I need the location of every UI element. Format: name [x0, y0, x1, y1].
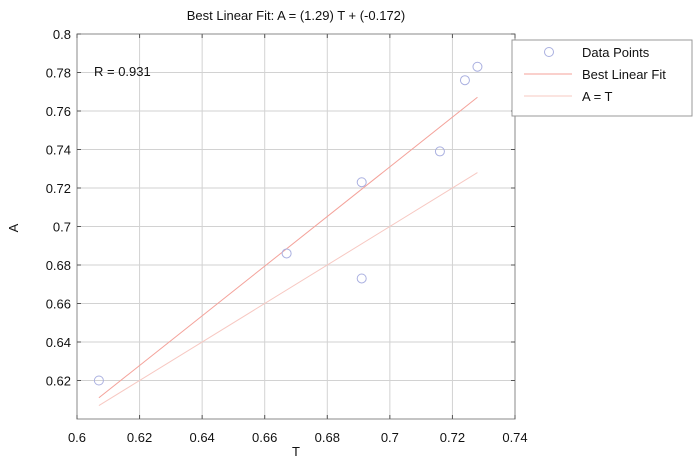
data-point [459, 75, 470, 86]
fit-lines [98, 96, 478, 406]
x-axis-label: T [292, 444, 300, 459]
x-tick-label: 0.6 [68, 430, 86, 445]
y-tick-label: 0.76 [46, 104, 71, 119]
legend: Data Points Best Linear Fit A = T [511, 39, 693, 117]
legend-box [511, 39, 693, 117]
series-line-a-t [98, 172, 478, 406]
legend-marker-data-points [544, 47, 554, 57]
data-point [472, 61, 483, 72]
legend-label-identity: A = T [582, 89, 613, 104]
data-point [93, 375, 104, 386]
y-tick-label: 0.64 [46, 335, 71, 350]
y-tick-label: 0.68 [46, 258, 71, 273]
x-tick-label: 0.72 [440, 430, 465, 445]
x-tick-label: 0.62 [127, 430, 152, 445]
x-tick-label: 0.66 [252, 430, 277, 445]
data-point [356, 177, 367, 188]
y-tick-label: 0.66 [46, 297, 71, 312]
x-tick-label: 0.7 [381, 430, 399, 445]
data-points [93, 61, 483, 386]
y-tick-label: 0.8 [53, 27, 71, 42]
x-tick-label: 0.68 [315, 430, 340, 445]
legend-label-best-fit: Best Linear Fit [582, 67, 666, 82]
data-point [434, 146, 445, 157]
y-tick-label: 0.72 [46, 181, 71, 196]
series-line-best-linear-fit [98, 96, 478, 399]
y-tick-label: 0.78 [46, 66, 71, 81]
data-point [281, 248, 292, 259]
x-tick-label: 0.64 [189, 430, 214, 445]
x-axis-ticks: 0.6 0.62 0.64 0.66 0.68 0.7 0.72 0.74 [68, 34, 528, 445]
chart-title: Best Linear Fit: A = (1.29) T + (-0.172) [187, 8, 405, 23]
y-tick-label: 0.74 [46, 143, 71, 158]
y-axis-label: A [6, 223, 21, 232]
legend-label-data-points: Data Points [582, 45, 650, 60]
y-axis-ticks: 0.62 0.64 0.66 0.68 0.7 0.72 0.74 0.76 0.78 0.8 [46, 27, 515, 389]
data-point [356, 273, 367, 284]
x-tick-label: 0.74 [502, 430, 527, 445]
r-annotation: R = 0.931 [94, 64, 151, 79]
y-tick-label: 0.7 [53, 220, 71, 235]
grid [77, 34, 515, 419]
y-tick-label: 0.62 [46, 374, 71, 389]
